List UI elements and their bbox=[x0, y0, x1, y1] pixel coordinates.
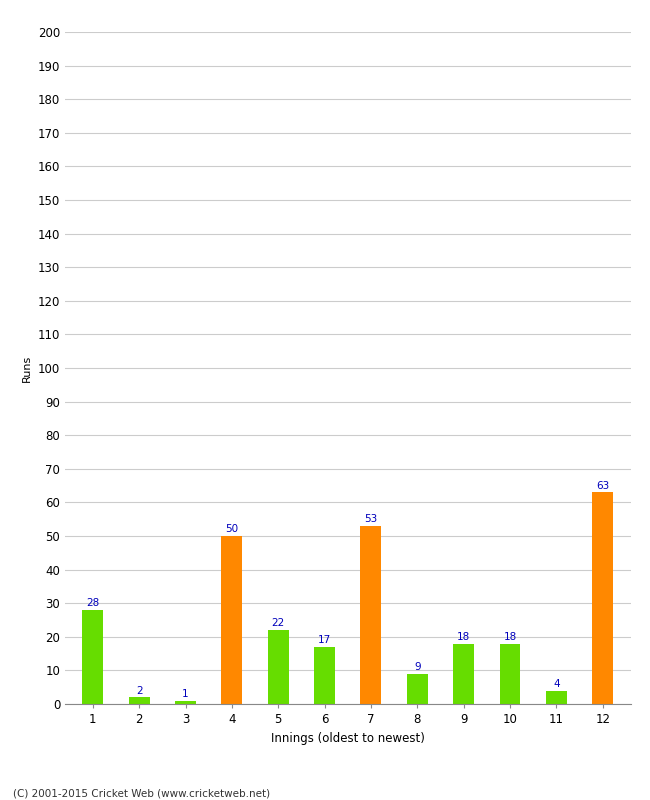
Bar bbox=[453, 643, 474, 704]
Bar bbox=[83, 610, 103, 704]
Text: 22: 22 bbox=[272, 618, 285, 629]
Text: 18: 18 bbox=[503, 632, 517, 642]
Text: 63: 63 bbox=[596, 481, 609, 490]
Bar bbox=[129, 698, 150, 704]
Bar bbox=[546, 690, 567, 704]
Bar bbox=[314, 647, 335, 704]
Text: 9: 9 bbox=[414, 662, 421, 672]
Text: 1: 1 bbox=[182, 689, 189, 699]
Text: 4: 4 bbox=[553, 679, 560, 689]
X-axis label: Innings (oldest to newest): Innings (oldest to newest) bbox=[271, 731, 424, 745]
Text: 50: 50 bbox=[226, 524, 239, 534]
Bar bbox=[500, 643, 521, 704]
Text: 18: 18 bbox=[457, 632, 470, 642]
Bar bbox=[222, 536, 242, 704]
Text: 17: 17 bbox=[318, 635, 332, 645]
Text: (C) 2001-2015 Cricket Web (www.cricketweb.net): (C) 2001-2015 Cricket Web (www.cricketwe… bbox=[13, 788, 270, 798]
Bar bbox=[175, 701, 196, 704]
Bar bbox=[268, 630, 289, 704]
Y-axis label: Runs: Runs bbox=[22, 354, 32, 382]
Bar bbox=[361, 526, 382, 704]
Text: 28: 28 bbox=[86, 598, 99, 608]
Bar bbox=[407, 674, 428, 704]
Text: 2: 2 bbox=[136, 686, 142, 695]
Text: 53: 53 bbox=[364, 514, 378, 524]
Bar bbox=[592, 492, 613, 704]
